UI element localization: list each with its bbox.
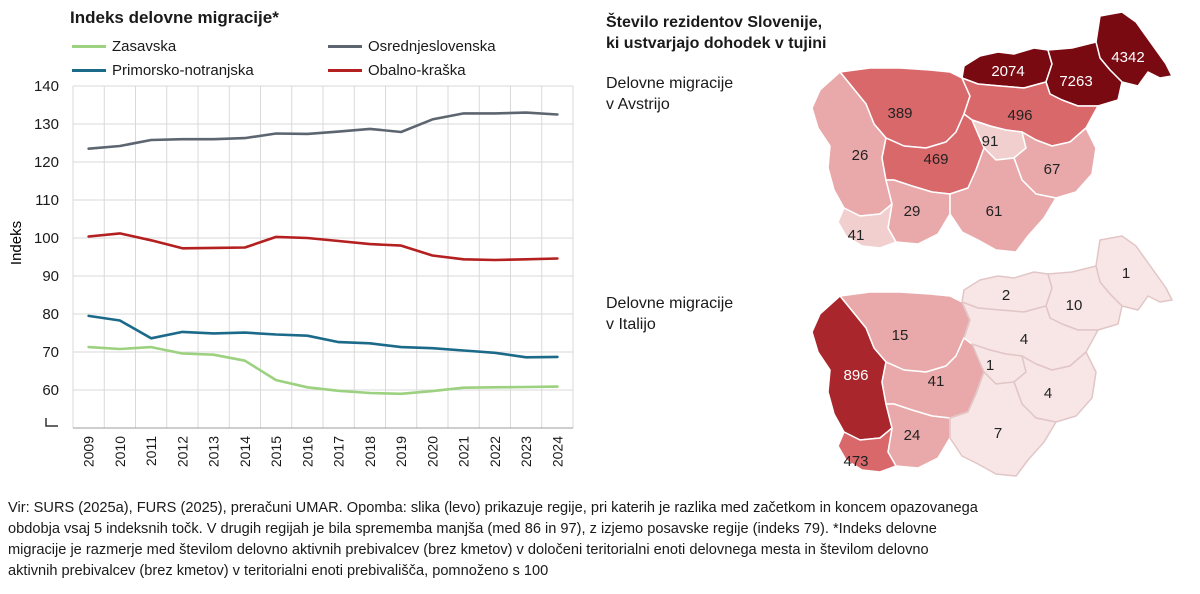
chart-series	[87, 111, 559, 396]
x-tick-label: 2020	[424, 436, 440, 467]
chart-grid	[72, 85, 574, 428]
legend-swatch-zasavska	[72, 45, 106, 48]
y-tick-label: 140	[34, 78, 59, 95]
legend-swatch-primorsko-notranjska	[72, 69, 106, 72]
region-jugovzhodna	[949, 147, 1057, 253]
axis-break-icon	[45, 418, 58, 427]
x-tick-label: 2014	[237, 436, 253, 467]
map-label-italy-line2: v Italijo	[606, 316, 656, 333]
chart-axes: 60 70 80 90 100 110 120 130 140 2009 2010 2011 2012 2…	[34, 78, 573, 467]
series-line-zasavska	[87, 345, 559, 396]
x-tick-label: 2012	[174, 436, 190, 467]
legend-item-primorsko-notranjska: Primorsko-notranjska	[72, 62, 254, 79]
region-obalno-kraska	[837, 203, 897, 249]
x-tick-label: 2011	[143, 436, 159, 466]
y-tick-label: 90	[42, 268, 59, 285]
x-tick-label: 2024	[549, 436, 565, 467]
x-tick-label: 2015	[268, 436, 284, 467]
x-tick-label: 2009	[81, 436, 97, 467]
map-value-zasavska: 91	[982, 133, 999, 150]
y-tick-label: 70	[42, 344, 59, 361]
map-value-osrednjeslovenska: 41	[928, 373, 945, 390]
map-value-koroska: 2	[1002, 287, 1010, 304]
map-value-obalno-kraska: 473	[843, 453, 868, 470]
y-tick-label: 60	[42, 382, 59, 399]
map-value-zasavska: 1	[986, 357, 994, 374]
x-tick-label: 2018	[362, 436, 378, 467]
map-label-austria-line2: v Avstrijo	[606, 96, 670, 113]
footnote-line1: Vir: SURS (2025a), FURS (2025), preračun…	[8, 500, 978, 516]
map-label-italy: Delovne migracije v Italijo	[606, 293, 733, 335]
x-tick-label: 2017	[331, 436, 347, 467]
map-value-obalno-kraska: 41	[848, 227, 865, 244]
map-value-goriska: 26	[852, 147, 869, 164]
y-tick-label: 130	[34, 116, 59, 133]
x-tick-label: 2013	[206, 436, 222, 467]
region-jugovzhodna	[949, 371, 1057, 477]
x-tick-label: 2022	[487, 436, 503, 467]
series-line-osrednjeslovenska	[87, 111, 559, 150]
map-title: Število rezidentov Slovenije, ki ustvarj…	[606, 12, 826, 54]
region-obalno-kraska	[837, 427, 897, 473]
map-value-primorsko-notranjska: 24	[904, 427, 921, 444]
footnote-line4: aktivnih prebivalcev (brez kmetov) v ter…	[8, 563, 549, 579]
x-tick-label: 2016	[299, 436, 315, 467]
map-value-podravska: 7263	[1059, 73, 1092, 90]
map-value-gorenjska: 389	[887, 105, 912, 122]
map-value-jugovzhodna: 7	[994, 425, 1002, 442]
map-value-podravska: 10	[1066, 297, 1083, 314]
line-chart: 60 70 80 90 100 110 120 130 140 2009 2010 2011 2012 2…	[8, 78, 574, 467]
map-value-osrednjeslovenska: 469	[923, 151, 948, 168]
map-title-line1: Število rezidentov Slovenije,	[606, 14, 823, 31]
legend-label-primorsko-notranjska: Primorsko-notranjska	[112, 62, 254, 79]
legend-label-obalno-kraska: Obalno-kraška	[368, 62, 466, 79]
legend-item-zasavska: Zasavska	[72, 38, 176, 55]
map-austria: 2074 7263 4342 389 496 26 91 469 67 29 6…	[811, 11, 1173, 253]
series-line-obalno-kra-ka	[87, 232, 559, 262]
map-label-austria-line1: Delovne migracije	[606, 75, 734, 92]
map-value-savinjska: 4	[1020, 331, 1028, 348]
map-label-italy-line1: Delovne migracije	[606, 295, 734, 312]
legend-swatch-osrednjeslovenska	[328, 45, 362, 48]
legend-item-obalno-kraska: Obalno-kraška	[328, 62, 466, 79]
footnote: Vir: SURS (2025a), FURS (2025), preračun…	[8, 498, 1192, 582]
map-value-pomurska: 1	[1122, 265, 1130, 282]
y-tick-label: 120	[34, 154, 59, 171]
footnote-line2: obdobja vsaj 5 indeksnih točk. V drugih …	[8, 521, 937, 537]
y-axis-label: Indeks	[8, 221, 25, 265]
x-tick-label: 2023	[518, 436, 534, 467]
map-value-jugovzhodna: 61	[986, 203, 1003, 220]
map-value-posavska: 67	[1044, 161, 1061, 178]
x-tick-label: 2010	[112, 436, 128, 467]
map-value-gorenjska: 15	[892, 327, 909, 344]
map-value-primorsko-notranjska: 29	[904, 203, 921, 220]
map-title-line2: ki ustvarjajo dohodek v tujini	[606, 35, 827, 52]
x-tick-label: 2019	[393, 436, 409, 467]
series-line-primorsko-notranjska	[87, 314, 559, 359]
chart-title: Indeks delovne migracije*	[70, 8, 279, 27]
legend-swatch-obalno-kraska	[328, 69, 362, 72]
footnote-line3: migracije je razmerje med številom delov…	[8, 542, 929, 558]
legend-item-osrednjeslovenska: Osrednjeslovenska	[328, 38, 496, 55]
map-value-goriska: 896	[843, 367, 868, 384]
x-tick-label: 2021	[456, 436, 472, 467]
map-italy: 2 10 1 15 4 896 1 41 4 24 7 473	[811, 235, 1173, 477]
map-value-posavska: 4	[1044, 385, 1052, 402]
y-tick-label: 110	[35, 192, 59, 209]
legend-label-zasavska: Zasavska	[112, 38, 177, 55]
y-tick-label: 80	[42, 306, 59, 323]
y-tick-label: 100	[34, 230, 59, 247]
legend-label-osrednjeslovenska: Osrednjeslovenska	[368, 38, 496, 55]
map-value-pomurska: 4342	[1111, 49, 1144, 66]
map-value-savinjska: 496	[1007, 107, 1032, 124]
map-value-koroska: 2074	[991, 63, 1024, 80]
map-label-austria: Delovne migracije v Avstrijo	[606, 73, 733, 115]
